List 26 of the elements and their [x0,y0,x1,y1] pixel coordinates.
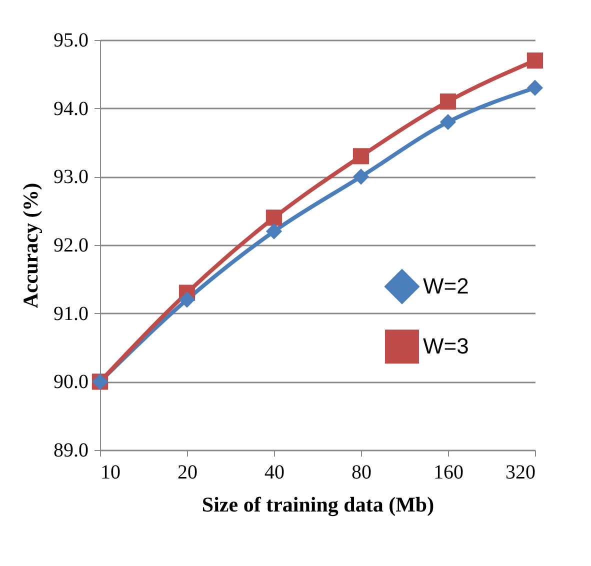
point [178,292,196,308]
y-tick-label: 90.0 [54,371,88,394]
x-tick-label: 20 [178,462,198,484]
point [440,93,456,110]
y-axis-title: Accuracy (%) [18,182,42,308]
legend-label: W=2 [423,274,469,299]
y-tick-label: 92.0 [54,234,88,256]
x-tick-label: 10 [100,462,120,484]
y-tick-label: 91.0 [54,302,88,325]
y-tick-label: 93.0 [54,166,88,188]
y-tick-label: 95.0 [54,30,88,52]
point [266,210,282,226]
x-axis-title: Size of training data (Mb) [202,492,434,516]
legend-label: W=3 [423,334,469,359]
x-tick-label: 80 [352,462,372,484]
point [352,148,370,164]
point [526,80,544,96]
point [526,52,544,69]
y-tick-label: 94.0 [54,98,88,120]
x-tick-label: 40 [264,462,284,484]
point [266,223,282,240]
point [440,114,456,130]
y-tick-label: 89.0 [54,440,88,462]
x-tick-label: 160 [434,462,464,484]
x-tick-label: 320 [506,462,536,484]
point [352,168,370,185]
